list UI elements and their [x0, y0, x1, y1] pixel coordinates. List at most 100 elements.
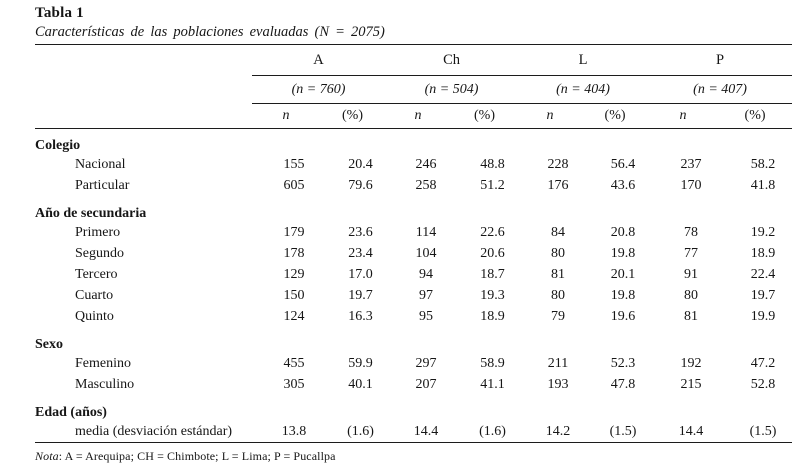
table-title: Tabla 1: [35, 5, 84, 21]
row-label: media (desviación estándar): [75, 423, 233, 439]
count-cell: 79: [551, 309, 566, 324]
section-header: Edad (años): [35, 404, 107, 420]
subheader-pct: (%): [718, 103, 793, 129]
table-subtitle: Características de las poblaciones evalu…: [35, 24, 385, 40]
count-cell: 297: [415, 356, 437, 371]
percent-cell: 23.4: [348, 246, 373, 261]
note-text: : A = Arequipa; CH = Chimbote; L = Lima;…: [58, 449, 336, 463]
percent-cell: 20.4: [348, 157, 373, 172]
empty-header-cell: [35, 76, 252, 104]
count-cell: 237: [680, 157, 702, 172]
row-label: Cuarto: [75, 288, 114, 303]
table-container: Tabla 1 Características de las poblacion…: [35, 0, 793, 464]
percent-cell: 19.3: [480, 288, 505, 303]
count-cell: 178: [283, 246, 305, 261]
percent-cell: (1.6): [479, 423, 506, 439]
table-body: Colegio Nacional 155 20.4 246 48.8 228 56.4 237 5…: [35, 129, 792, 443]
row-label: Quinto: [75, 309, 114, 324]
count-cell: 150: [283, 288, 305, 303]
row-label: Femenino: [75, 356, 131, 371]
count-cell: 246: [415, 157, 437, 172]
table-row: media (desviación estándar) 13.8 (1.6) 14.4…: [35, 422, 792, 443]
count-cell: 605: [283, 178, 305, 193]
percent-cell: (1.5): [609, 423, 637, 439]
group-header-row: A Ch L P: [35, 44, 793, 76]
percent-cell: 52.3: [610, 356, 636, 371]
count-cell: 14.4: [413, 423, 439, 439]
percent-cell: 20.6: [480, 246, 505, 261]
group-header-a: A: [252, 44, 386, 76]
section-header: Colegio: [35, 137, 81, 153]
count-cell: 258: [415, 178, 437, 193]
percent-cell: 41.8: [750, 178, 776, 193]
count-cell: 80: [551, 246, 566, 261]
percent-cell: 20.8: [610, 225, 636, 240]
percent-cell: 17.0: [348, 267, 373, 282]
subheader-pct: (%): [320, 103, 386, 129]
percent-cell: 47.2: [750, 356, 776, 371]
percent-cell: 19.8: [610, 288, 636, 303]
percent-cell: 52.8: [750, 377, 776, 392]
count-cell: 207: [415, 377, 437, 392]
count-cell: 215: [680, 377, 702, 392]
row-label: Particular: [75, 178, 130, 193]
empty-header-cell: [35, 45, 252, 76]
subheader-n: n: [252, 103, 320, 129]
row-label: Primero: [75, 225, 121, 240]
percent-cell: 58.9: [480, 356, 505, 371]
count-cell: 176: [547, 178, 569, 193]
table-row: Quinto 124 16.3 95 18.9 79 19.6 81 19.9: [35, 307, 792, 328]
count-cell: 78: [684, 225, 699, 240]
sample-size-row: (n = 760) (n = 504) (n = 404) (n = 407): [35, 75, 793, 104]
group-header-p: P: [648, 44, 793, 76]
percent-cell: 19.8: [610, 246, 636, 261]
count-cell: 305: [283, 377, 305, 392]
percent-cell: 19.6: [610, 309, 636, 324]
count-cell: 155: [283, 157, 305, 172]
sample-size-p: (n = 407): [648, 75, 793, 104]
count-cell: 192: [680, 356, 702, 371]
sample-size-a: (n = 760): [252, 75, 386, 104]
count-cell: 193: [547, 377, 569, 392]
group-header-l: L: [518, 44, 649, 76]
table-row: Cuarto 150 19.7 97 19.3 80 19.8 80 19.7: [35, 286, 792, 307]
percent-cell: 41.1: [480, 377, 505, 392]
count-cell: 81: [684, 309, 699, 324]
subcolumn-header-row: n (%) n (%) n (%) n (%): [35, 103, 793, 129]
count-cell: 455: [283, 356, 305, 371]
count-cell: 170: [680, 178, 702, 193]
percent-cell: 51.2: [480, 178, 505, 193]
percent-cell: 59.9: [348, 356, 373, 371]
note-label: Nota: [35, 449, 59, 463]
table-row: Masculino 305 40.1 207 41.1 193 47.8 215 52.8: [35, 375, 792, 396]
count-cell: 228: [547, 157, 569, 172]
percent-cell: 79.6: [348, 178, 373, 193]
count-cell: 80: [684, 288, 699, 303]
percent-cell: 22.4: [750, 267, 776, 282]
percent-cell: 40.1: [348, 377, 373, 392]
count-cell: 77: [684, 246, 699, 261]
percent-cell: 19.7: [348, 288, 373, 303]
row-label: Segundo: [75, 246, 124, 261]
table-row: Femenino 455 59.9 297 58.9 211 52.3 192 47.2: [35, 354, 792, 375]
percent-cell: 19.9: [750, 309, 776, 324]
section-header-row: Edad (años): [35, 396, 792, 422]
percent-cell: 47.8: [610, 377, 636, 392]
percent-cell: 43.6: [610, 178, 636, 193]
percent-cell: (1.6): [347, 423, 374, 439]
percent-cell: 16.3: [348, 309, 373, 324]
group-header-ch: Ch: [385, 44, 519, 76]
subheader-n: n: [385, 103, 452, 129]
count-cell: 94: [419, 267, 434, 282]
percent-cell: 23.6: [348, 225, 373, 240]
empty-header-cell: [35, 103, 252, 129]
percent-cell: 58.2: [750, 157, 776, 172]
percent-cell: 19.2: [750, 225, 776, 240]
count-cell: 84: [551, 225, 566, 240]
subheader-n: n: [648, 103, 719, 129]
count-cell: 14.2: [545, 423, 571, 439]
section-header: Sexo: [35, 336, 63, 352]
table-row: Primero 179 23.6 114 22.6 84 20.8 78 19.2: [35, 223, 792, 244]
table-note: Nota: A = Arequipa; CH = Chimbote; L = L…: [35, 449, 792, 464]
row-label: Nacional: [75, 157, 126, 172]
